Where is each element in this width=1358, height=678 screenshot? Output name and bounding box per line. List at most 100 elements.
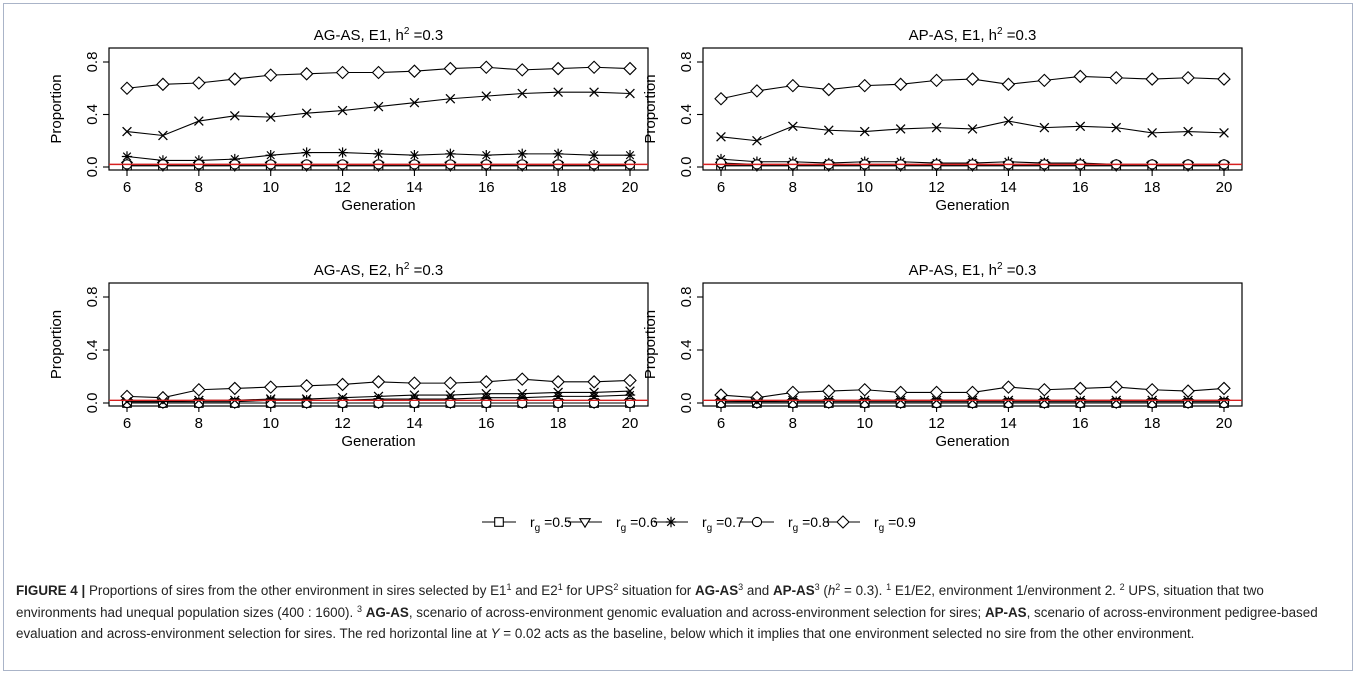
data-point: [373, 391, 384, 402]
data-point: [481, 91, 492, 101]
legend-item: rg =0.7: [654, 514, 744, 534]
data-point: [335, 377, 350, 392]
x-tick-label: 8: [195, 415, 203, 432]
data-point: [409, 97, 420, 108]
x-tick-label: 12: [334, 179, 351, 196]
data-point: [156, 77, 170, 92]
caption-symbol: Y: [490, 626, 500, 641]
series-line: [126, 91, 631, 137]
data-point: [822, 384, 836, 398]
legend-item: rg =0.9: [826, 514, 916, 534]
chart-title-sup: 2: [404, 261, 410, 272]
y-tick-label: 0.0: [84, 157, 101, 178]
legend-label: rg =0.6: [616, 514, 658, 534]
chart-title: AP-AS, E1, h2 =0.3: [909, 261, 1037, 279]
data-point: [445, 390, 456, 400]
y-tick-label: 0.8: [678, 287, 695, 308]
caption-text: UPS, situation that two environments had…: [16, 583, 1264, 620]
caption-sup: 3: [738, 582, 744, 592]
data-point: [893, 385, 908, 400]
data-point: [193, 116, 204, 126]
chart-panel-4: AP-AS, E1, h2 =0.3 6 8 10 12 14 16 18 20 Generati…: [642, 261, 1243, 450]
data-point: [716, 131, 726, 142]
data-point: [587, 60, 601, 75]
data-point: [335, 65, 350, 80]
data-point: [121, 151, 133, 162]
data-point: [625, 386, 635, 396]
caption-sup: 2: [613, 582, 619, 592]
series-line: [720, 120, 1225, 142]
y-tick-label: 0.4: [678, 104, 695, 125]
chart-title-suffix: =0.3: [409, 27, 443, 44]
data-point: [479, 60, 494, 75]
caption-text: for UPS: [562, 583, 614, 598]
caption-label: FIGURE 4 |: [16, 583, 86, 598]
legend-label: rg =0.9: [874, 514, 916, 534]
data-point: [265, 149, 276, 161]
x-tick-label: 18: [550, 179, 567, 196]
data-point: [1181, 384, 1195, 398]
data-point: [265, 394, 276, 404]
data-point: [337, 147, 348, 158]
data-point: [1073, 69, 1088, 84]
series-diamond: [714, 69, 1231, 106]
y-tick-label: 0.8: [678, 52, 695, 73]
x-tick-label: 6: [123, 415, 131, 432]
data-point: [1147, 128, 1157, 138]
data-point: [1145, 72, 1159, 86]
data-point: [1037, 382, 1052, 397]
data-point: [929, 73, 944, 88]
data-point: [1075, 121, 1086, 132]
x-tick-label: 20: [622, 179, 639, 196]
chart-panel-1: AG-AS, E1, h2 =0.3 6 8 10 12 14 16 18 20 Generati…: [48, 26, 649, 214]
data-point: [588, 391, 600, 402]
data-point: [1039, 122, 1050, 133]
x-tick-label: 10: [856, 179, 873, 196]
data-point: [373, 101, 384, 112]
data-point: [623, 61, 637, 76]
data-point: [120, 81, 134, 96]
data-point: [714, 91, 728, 106]
data-point: [1217, 381, 1231, 396]
x-tick-label: 10: [262, 179, 279, 196]
chart-title-text: AP-AS, E1, h: [909, 27, 997, 44]
data-point: [407, 64, 422, 78]
data-point: [517, 148, 528, 160]
data-point: [857, 382, 872, 397]
data-point: [373, 148, 384, 160]
x-tick-label: 14: [406, 179, 423, 196]
data-point: [481, 392, 492, 403]
data-point: [337, 105, 348, 116]
legend-marker-icon: [836, 515, 850, 529]
caption-text: situation for: [618, 583, 695, 598]
plot-frame: [702, 47, 1243, 171]
data-point: [822, 82, 836, 97]
legend-item: rg =0.5: [482, 514, 572, 534]
chart-title-sup: 2: [404, 26, 410, 37]
x-axis-label: Generation: [341, 433, 415, 450]
data-point: [715, 157, 727, 169]
legend-marker-icon: [494, 517, 504, 527]
legend: rg =0.5 rg =0.6 rg =0.7 rg =0.8 rg =0.9: [482, 514, 916, 534]
data-point: [1037, 73, 1052, 88]
data-point: [967, 124, 978, 134]
data-point: [301, 394, 312, 404]
caption-term: AP-AS: [984, 604, 1027, 620]
chart-title-suffix: =0.3: [1003, 262, 1037, 279]
x-tick-label: 10: [856, 415, 873, 432]
x-tick-label: 18: [1144, 179, 1161, 196]
caption-text: = 0.02 acts as the baseline, below which…: [499, 626, 1195, 641]
chart-title-text: AP-AS, E1, h: [909, 262, 997, 279]
caption-text: and E2: [511, 583, 558, 598]
caption-text: and: [743, 583, 773, 598]
x-axis-label: Generation: [341, 197, 415, 214]
y-axis-label: Proportion: [48, 310, 65, 379]
caption-text: , scenario of across-environment pedigre…: [16, 604, 1318, 642]
x-tick-label: 12: [334, 415, 351, 432]
data-point: [552, 148, 564, 160]
data-point: [515, 372, 529, 386]
data-point: [553, 387, 564, 398]
data-point: [1145, 382, 1159, 397]
data-point: [407, 376, 422, 390]
data-point: [122, 396, 132, 407]
